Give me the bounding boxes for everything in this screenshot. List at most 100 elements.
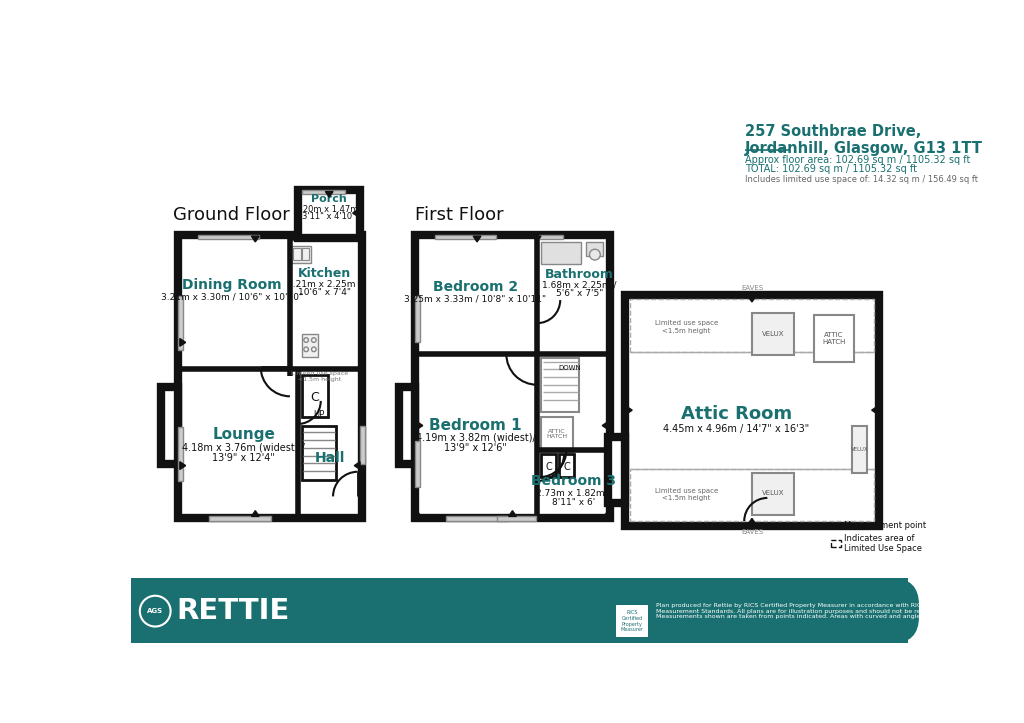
Text: Ground Floor: Ground Floor: [173, 206, 290, 224]
Text: 3'11" x 4'10": 3'11" x 4'10": [302, 213, 356, 221]
Bar: [162, 387, 178, 464]
Bar: [301, 248, 309, 260]
Text: C: C: [546, 462, 552, 472]
Text: Porch: Porch: [311, 194, 347, 204]
Bar: [292, 246, 310, 263]
Text: 4.18m x 3.76m (widest) /: 4.18m x 3.76m (widest) /: [182, 443, 305, 453]
Bar: [416, 234, 609, 518]
Text: UP: UP: [313, 410, 325, 419]
Bar: [541, 242, 581, 264]
Bar: [831, 539, 841, 547]
Bar: [625, 295, 879, 526]
Polygon shape: [749, 296, 756, 302]
Text: 10'6" x 7'4": 10'6" x 7'4": [298, 288, 351, 297]
Polygon shape: [604, 510, 611, 516]
Text: 3.21m x 3.30m / 10'6" x 10'10": 3.21m x 3.30m / 10'6" x 10'10": [161, 293, 303, 301]
Text: Lounge: Lounge: [212, 427, 275, 442]
Bar: [360, 426, 365, 464]
Text: 4.19m x 3.82m (widest)/: 4.19m x 3.82m (widest)/: [416, 433, 536, 443]
Bar: [398, 387, 416, 464]
Polygon shape: [509, 510, 516, 516]
Bar: [198, 234, 259, 239]
Text: Bathroom: Bathroom: [545, 268, 614, 281]
Circle shape: [590, 249, 600, 260]
Polygon shape: [326, 192, 333, 197]
Bar: [178, 296, 183, 350]
Bar: [131, 578, 908, 643]
Bar: [209, 516, 270, 521]
Text: 4.45m x 4.96m / 14'7" x 16'3": 4.45m x 4.96m / 14'7" x 16'3": [664, 424, 810, 434]
Polygon shape: [252, 236, 259, 242]
Bar: [301, 427, 336, 480]
Text: C: C: [563, 462, 569, 472]
Bar: [541, 454, 556, 477]
Text: Attic Room: Attic Room: [681, 405, 793, 423]
Bar: [301, 334, 318, 357]
Text: EAVES: EAVES: [741, 529, 763, 535]
Text: Bedroom 3: Bedroom 3: [530, 474, 615, 488]
Text: 13'9" x 12'4": 13'9" x 12'4": [212, 453, 275, 463]
Text: Hall: Hall: [314, 451, 345, 465]
Polygon shape: [473, 236, 481, 242]
Polygon shape: [749, 518, 756, 524]
Text: Includes limited use space of: 14.32 sq m / 156.49 sq ft: Includes limited use space of: 14.32 sq …: [745, 174, 978, 184]
Polygon shape: [602, 422, 608, 429]
Text: ATTIC
HATCH: ATTIC HATCH: [547, 429, 567, 440]
Bar: [852, 427, 867, 473]
Bar: [752, 313, 795, 356]
Bar: [301, 375, 329, 417]
Bar: [752, 473, 795, 515]
Text: VELUX: VELUX: [762, 331, 784, 337]
Text: 2.73m x 1.82m /: 2.73m x 1.82m /: [536, 489, 610, 498]
Bar: [293, 248, 301, 260]
Text: ATTIC
HATCH: ATTIC HATCH: [822, 332, 845, 345]
Polygon shape: [354, 462, 360, 469]
Polygon shape: [417, 422, 423, 429]
Bar: [416, 296, 420, 343]
Bar: [178, 427, 183, 481]
Text: Indicates area of
Limited Use Space: Indicates area of Limited Use Space: [844, 534, 922, 553]
Bar: [298, 190, 360, 238]
Polygon shape: [534, 236, 541, 242]
Bar: [446, 516, 508, 521]
Bar: [813, 315, 854, 362]
Text: Plan produced for Rettie by RICS Certified Property Measurer in accordance with : Plan produced for Rettie by RICS Certifi…: [655, 603, 1017, 620]
Bar: [497, 516, 536, 521]
Text: Bedroom 2: Bedroom 2: [433, 280, 518, 294]
FancyBboxPatch shape: [131, 578, 920, 643]
Text: DOWN: DOWN: [558, 365, 581, 371]
Text: 8'11" x 6': 8'11" x 6': [552, 498, 595, 507]
Text: RICS
Certified
Property
Measurer: RICS Certified Property Measurer: [621, 610, 643, 633]
Text: Kitchen: Kitchen: [298, 267, 351, 280]
Bar: [630, 469, 874, 521]
Bar: [416, 441, 420, 487]
Text: Limited use space
<1.5m height: Limited use space <1.5m height: [655, 320, 718, 333]
Text: 3.21m x 2.25m /: 3.21m x 2.25m /: [288, 279, 361, 288]
Text: 5'6" x 7'5": 5'6" x 7'5": [556, 289, 603, 299]
Text: 3.25m x 3.33m / 10'8" x 10'11": 3.25m x 3.33m / 10'8" x 10'11": [404, 294, 547, 303]
Text: 13'9" x 12'6": 13'9" x 12'6": [444, 443, 507, 453]
Bar: [587, 242, 603, 256]
Text: 257 Southbrae Drive,
Jordanhill, Glasgow, G13 1TT: 257 Southbrae Drive, Jordanhill, Glasgow…: [745, 124, 983, 156]
Polygon shape: [413, 510, 421, 516]
Text: C: C: [310, 391, 318, 404]
Bar: [608, 437, 625, 502]
Bar: [559, 454, 574, 477]
Bar: [302, 190, 345, 194]
Bar: [615, 605, 648, 637]
Bar: [540, 234, 562, 239]
Text: Dining Room: Dining Room: [182, 278, 282, 291]
Text: TOTAL: 102.69 sq m / 1105.32 sq ft: TOTAL: 102.69 sq m / 1105.32 sq ft: [745, 164, 918, 174]
Text: RETTIE: RETTIE: [177, 597, 290, 625]
Polygon shape: [871, 406, 878, 414]
Bar: [435, 234, 497, 239]
Text: First Floor: First Floor: [416, 206, 504, 224]
Polygon shape: [252, 510, 259, 516]
Polygon shape: [180, 338, 185, 346]
Text: Limited use space
<1.5m height: Limited use space <1.5m height: [291, 371, 348, 382]
Text: Limited use space
<1.5m height: Limited use space <1.5m height: [655, 488, 718, 501]
Bar: [541, 417, 573, 452]
Text: AGS: AGS: [147, 608, 163, 614]
Polygon shape: [180, 462, 185, 469]
Polygon shape: [352, 209, 358, 217]
